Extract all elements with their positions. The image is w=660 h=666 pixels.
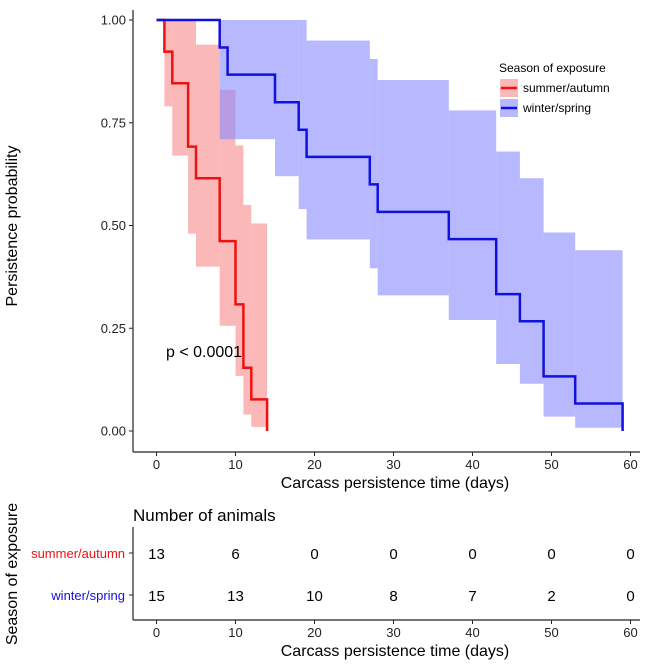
legend-label-winter: winter/spring	[522, 101, 591, 115]
risk-table-count: 15	[148, 588, 165, 605]
legend: Season of exposure summer/autumn winter/…	[499, 61, 610, 117]
x-tick-label: 20	[307, 457, 321, 472]
ci-band-summer	[219, 89, 236, 326]
x-axis-title: Carcass persistence time (days)	[281, 475, 510, 492]
ci-band-winter	[275, 20, 299, 177]
risk-table-count: 13	[148, 546, 165, 563]
risk-table-count: 0	[389, 546, 397, 563]
risk-table-x-tick-label: 40	[465, 625, 479, 640]
survival-line-summer	[156, 18, 269, 431]
risk-table-count: 6	[231, 546, 239, 563]
risk-table-count: 7	[468, 588, 476, 605]
risk-table-x-tick-label: 50	[544, 625, 558, 640]
survival-line-winter	[156, 18, 624, 431]
ci-band-summer	[164, 20, 173, 107]
ci-band-winter	[298, 20, 307, 210]
legend-label-summer: summer/autumn	[523, 81, 610, 95]
p-value-annotation: p < 0.0001	[166, 344, 242, 361]
ci-band-winter	[219, 20, 228, 140]
risk-table-count: 0	[626, 588, 634, 605]
risk-table-row-label: summer/autumn	[31, 546, 125, 561]
plot-axes: 0.00 0.25 0.50 0.75 1.00 0 10 20 30 40 50 60	[101, 10, 640, 472]
risk-table-count: 10	[306, 588, 323, 605]
risk-table: Number of animals Season of exposure Car…	[4, 503, 640, 660]
ci-band-winter	[519, 178, 544, 384]
risk-table-count: 13	[227, 588, 244, 605]
ci-band-winter	[306, 40, 370, 240]
x-tick-label: 30	[386, 457, 400, 472]
x-tick-label: 50	[544, 457, 558, 472]
risk-table-count: 8	[389, 588, 397, 605]
x-tick-label: 0	[153, 457, 160, 472]
ci-band-summer	[196, 44, 220, 267]
risk-table-count: 0	[626, 546, 634, 563]
ci-band-summer	[188, 20, 196, 234]
y-tick-label: 0.00	[101, 424, 126, 439]
ci-band-winter	[369, 59, 378, 269]
y-axis-title: Persistence probability	[4, 146, 21, 307]
ci-band-summer	[235, 145, 244, 376]
confidence-bands	[164, 20, 623, 428]
risk-table-x-tick-label: 0	[153, 625, 160, 640]
risk-table-x-tick-label: 20	[307, 625, 321, 640]
y-tick-label: 1.00	[101, 13, 126, 28]
ci-band-summer	[243, 204, 252, 415]
risk-table-x-tick-label: 10	[228, 625, 242, 640]
risk-table-x-title: Carcass persistence time (days)	[281, 643, 510, 660]
risk-table-row-label: winter/spring	[50, 588, 125, 603]
risk-table-count: 2	[547, 588, 555, 605]
ci-band-summer	[172, 20, 189, 156]
risk-table-count: 0	[547, 546, 555, 563]
survival-curves	[156, 18, 624, 431]
risk-table-count: 0	[310, 546, 318, 563]
y-tick-label: 0.25	[101, 321, 126, 336]
ci-band-winter	[575, 250, 623, 428]
risk-table-count: 0	[468, 546, 476, 563]
risk-table-x-tick-label: 60	[623, 625, 637, 640]
ci-band-winter	[496, 151, 520, 365]
risk-table-y-title: Season of exposure	[4, 503, 21, 645]
legend-title: Season of exposure	[499, 61, 606, 75]
ci-band-winter	[448, 110, 497, 321]
y-tick-label: 0.75	[101, 115, 126, 130]
y-tick-label: 0.50	[101, 218, 126, 233]
ci-band-winter	[377, 80, 449, 296]
ci-band-winter	[227, 20, 275, 140]
x-tick-label: 40	[465, 457, 479, 472]
x-tick-label: 10	[228, 457, 242, 472]
ci-band-summer	[251, 223, 268, 427]
risk-table-title: Number of animals	[133, 506, 276, 525]
x-tick-label: 60	[623, 457, 637, 472]
ci-band-winter	[543, 232, 576, 417]
risk-table-x-tick-label: 30	[386, 625, 400, 640]
